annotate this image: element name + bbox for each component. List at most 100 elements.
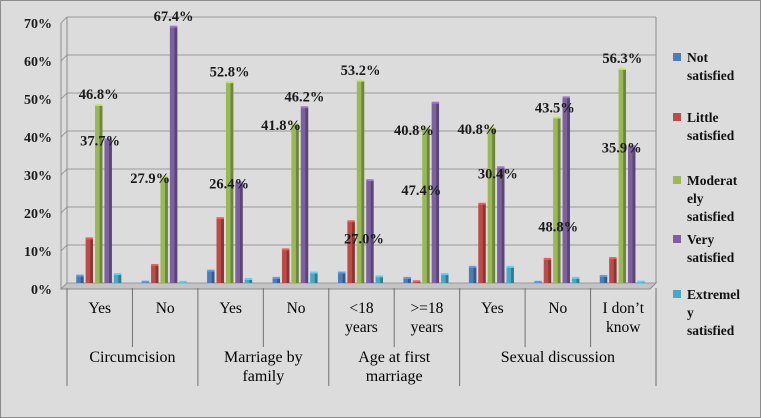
bar-top <box>478 202 486 205</box>
bar-side <box>239 182 243 283</box>
legend-label-line: satisfied <box>687 209 735 224</box>
bar-moderately-satisfied-1 <box>95 103 103 283</box>
x-group-label-line: Age at first <box>358 349 431 366</box>
bar-top <box>571 276 580 279</box>
bar-not-satisfied-1 <box>76 274 84 283</box>
bar-top <box>76 274 84 277</box>
data-label: 27.9% <box>130 171 170 187</box>
x-group-label: Circumcision <box>89 349 175 366</box>
bar-not-satisfied-9 <box>599 274 608 283</box>
bar-moderately-satisfied-8 <box>553 116 561 283</box>
bar-top <box>375 275 383 278</box>
legend-label-line: satisfied <box>687 68 735 83</box>
bar-top <box>618 67 626 70</box>
data-label: 47.4% <box>401 183 441 199</box>
bar-little-satisfied-7 <box>478 202 486 283</box>
legend-label-line: Not <box>687 50 708 65</box>
bar-side <box>211 270 215 283</box>
bar-very-satisfied-3 <box>235 181 243 283</box>
bar-not-satisfied-5 <box>338 271 346 283</box>
bar-side <box>576 278 580 283</box>
bar-moderately-satisfied-5 <box>356 79 365 283</box>
bar-side <box>492 127 496 284</box>
bar-face <box>441 274 449 283</box>
x-category-label-line: No <box>287 300 306 317</box>
bar-side <box>109 139 112 283</box>
bar-face <box>356 80 365 283</box>
bar-top <box>244 278 253 280</box>
data-label: 30.4% <box>478 166 518 182</box>
data-label: 48.8% <box>538 220 578 236</box>
bar-top <box>347 220 355 223</box>
bar-side <box>249 279 253 283</box>
bar-face <box>609 258 617 283</box>
bar-not-satisfied-4 <box>272 276 280 283</box>
gridline-depth <box>60 54 68 62</box>
bar-very-satisfied-1 <box>104 138 112 283</box>
bar-extremely-satisfied-1 <box>113 273 122 283</box>
bar-face <box>281 249 290 283</box>
bar-side <box>174 26 178 283</box>
data-label: 37.7% <box>80 134 120 150</box>
bar-face <box>571 278 580 283</box>
x-category-label: No <box>287 300 306 317</box>
legend-item: Not satisfied <box>673 50 735 83</box>
bar-side <box>482 203 486 283</box>
bar-face <box>160 176 168 283</box>
bar-moderately-satisfied-7 <box>487 126 496 284</box>
legend-item: Moderat ely satisfied <box>673 173 738 224</box>
bar-face <box>497 167 505 283</box>
bar-moderately-satisfied-2 <box>160 175 168 283</box>
legend-label-line: ely <box>687 191 704 206</box>
legend-item: Little satisfied <box>673 110 735 143</box>
bar-top <box>497 166 505 169</box>
bar-side <box>623 69 626 283</box>
x-category-label-line: No <box>548 300 567 317</box>
x-category-label-line: Yes <box>481 300 504 317</box>
bar-top <box>356 79 365 82</box>
bar-top <box>627 145 636 148</box>
bar-side <box>426 127 430 284</box>
bar-top <box>291 122 299 125</box>
bar-side <box>99 105 103 283</box>
bar-side <box>90 238 94 283</box>
bar-little-satisfied-5 <box>347 220 355 283</box>
x-group-label-line: Circumcision <box>89 349 175 366</box>
bar-side <box>604 276 608 283</box>
bar-face <box>627 146 636 283</box>
bar-top <box>487 126 496 129</box>
x-category-label-line: >=18 <box>410 300 443 317</box>
bar-top <box>310 271 318 274</box>
bar-top <box>272 276 280 279</box>
x-category-label: <18 years <box>345 300 378 336</box>
data-label: 27.0% <box>344 231 384 247</box>
bar-top <box>441 273 449 276</box>
bar-side <box>408 278 411 283</box>
bar-face <box>291 124 299 283</box>
bar-top <box>553 116 561 119</box>
bar-face <box>431 102 440 283</box>
legend-label: Little satisfied <box>687 110 735 143</box>
bar-top <box>338 271 346 274</box>
data-label: 46.2% <box>285 89 325 105</box>
bar-face <box>375 276 383 283</box>
bar-face <box>104 139 112 283</box>
gridline-depth <box>60 282 68 290</box>
bar-face <box>225 82 234 283</box>
bar-top <box>151 263 159 266</box>
bar-little-satisfied-1 <box>85 237 94 283</box>
bar-not-satisfied-7 <box>468 265 477 283</box>
bar-extremely-satisfied-6 <box>441 273 449 283</box>
bar-top <box>562 96 570 99</box>
x-group-label-line: family <box>242 368 284 385</box>
bar-side <box>342 272 346 283</box>
bar-top <box>609 257 617 260</box>
chart-floor <box>59 282 658 290</box>
bar-top <box>104 138 112 141</box>
bar-not-satisfied-8 <box>534 280 542 283</box>
bar-side <box>380 276 383 283</box>
x-group-label-line: marriage <box>366 368 423 385</box>
bar-top <box>300 106 309 109</box>
bar-top <box>506 265 514 268</box>
legend-label: Extremel y satisfied <box>687 287 740 338</box>
